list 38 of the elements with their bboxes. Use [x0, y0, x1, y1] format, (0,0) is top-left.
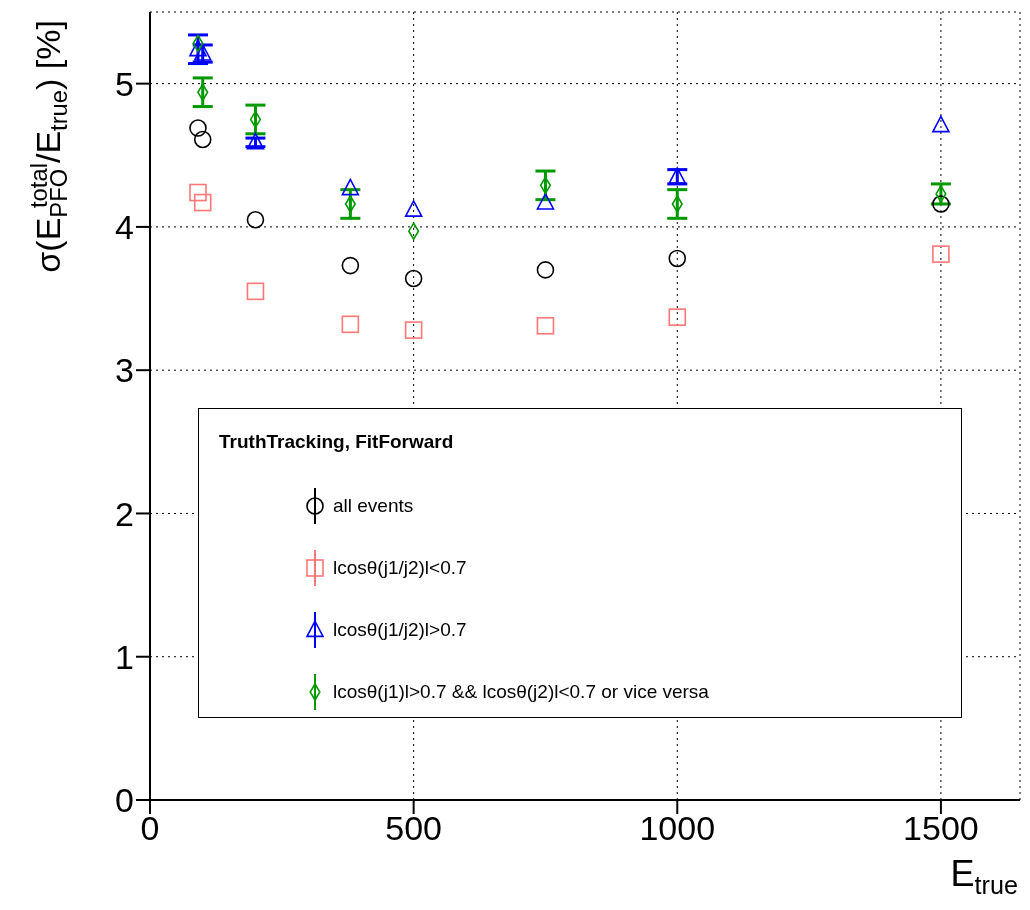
point	[341, 178, 360, 196]
y-tick-label: 1	[115, 637, 134, 676]
y-tick-label: 4	[115, 207, 134, 246]
point	[341, 256, 360, 275]
point	[536, 261, 555, 279]
point	[246, 282, 265, 301]
point	[536, 192, 555, 210]
y-tick-label: 3	[115, 351, 134, 390]
x-tick-label: 1000	[639, 809, 716, 848]
point	[404, 321, 423, 339]
legend-label: all events	[333, 495, 414, 516]
point	[193, 193, 212, 212]
y-tick-label: 0	[115, 781, 134, 820]
point	[246, 132, 265, 150]
y-tick-label: 5	[115, 64, 134, 103]
point	[193, 130, 212, 149]
point	[404, 200, 423, 217]
point	[668, 308, 687, 326]
point	[246, 210, 265, 229]
point	[189, 39, 207, 57]
x-tick-label: 1500	[903, 809, 979, 848]
legend-label: lcosθ(j1/j2)l>0.7	[333, 619, 467, 640]
legend-label: lcosθ(j1)l>0.7 && lcosθ(j2)l<0.7 or vice versa	[333, 681, 709, 702]
point	[536, 316, 555, 335]
point	[404, 269, 423, 288]
x-tick-label: 500	[385, 809, 442, 848]
point	[341, 315, 360, 334]
point	[668, 249, 687, 268]
point	[189, 183, 207, 202]
point	[932, 245, 950, 263]
point	[932, 115, 950, 133]
legend-label: lcosθ(j1/j2)l<0.7	[333, 557, 467, 578]
legend-title: TruthTracking, FitForward	[219, 431, 454, 452]
point	[932, 195, 950, 213]
point	[189, 119, 207, 137]
x-axis-title: E$_{true}$	[950, 853, 1018, 899]
y-tick-label: 2	[115, 494, 134, 533]
x-tick-label: 0	[140, 809, 160, 848]
